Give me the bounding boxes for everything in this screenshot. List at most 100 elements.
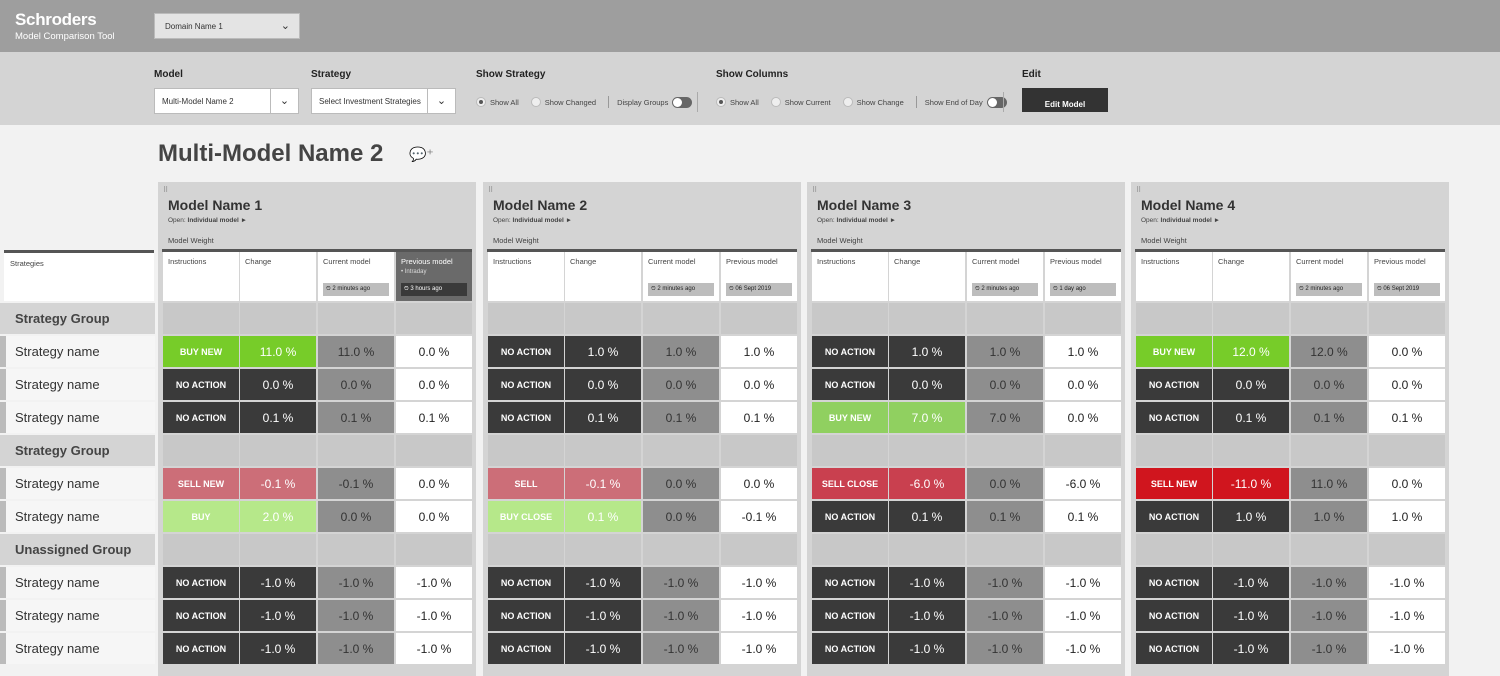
instruction-badge[interactable]: BUY — [163, 501, 239, 532]
change-value[interactable]: -11.0 % — [1213, 468, 1289, 499]
strategy-row[interactable]: Strategy name — [0, 567, 155, 598]
instruction-badge[interactable]: NO ACTION — [1136, 369, 1212, 400]
instruction-badge[interactable]: NO ACTION — [812, 369, 888, 400]
group-spacer-cell — [967, 435, 1043, 466]
drag-handle-icon[interactable]: ⠿ — [812, 187, 817, 194]
change-value[interactable]: 0.1 % — [889, 501, 965, 532]
brand-logo: Schroders — [15, 10, 97, 29]
change-value[interactable]: 1.0 % — [1213, 501, 1289, 532]
instruction-badge[interactable]: NO ACTION — [488, 369, 564, 400]
instruction-badge[interactable]: BUY CLOSE — [488, 501, 564, 532]
open-individual-model-link[interactable]: Open: Individual model ► — [817, 217, 896, 224]
change-value[interactable]: 0.1 % — [565, 501, 641, 532]
strategy-row[interactable]: Strategy name — [0, 468, 155, 499]
instruction-badge[interactable]: SELL — [488, 468, 564, 499]
change-value[interactable]: 0.1 % — [1213, 402, 1289, 433]
change-value[interactable]: -1.0 % — [889, 567, 965, 598]
change-value[interactable]: -1.0 % — [240, 567, 316, 598]
instruction-badge[interactable]: NO ACTION — [1136, 633, 1212, 664]
instruction-badge[interactable]: NO ACTION — [163, 567, 239, 598]
instruction-badge[interactable]: NO ACTION — [812, 336, 888, 367]
strategy-row[interactable]: Strategy name — [0, 600, 155, 631]
current-model-value: 7.0 % — [967, 402, 1043, 433]
change-value[interactable]: -1.0 % — [889, 633, 965, 664]
change-value[interactable]: 1.0 % — [565, 336, 641, 367]
instruction-badge[interactable]: NO ACTION — [1136, 501, 1212, 532]
instruction-badge[interactable]: NO ACTION — [812, 633, 888, 664]
instruction-badge[interactable]: NO ACTION — [1136, 402, 1212, 433]
strategy-row[interactable]: Strategy name — [0, 402, 155, 433]
change-value[interactable]: 12.0 % — [1213, 336, 1289, 367]
change-value[interactable]: 2.0 % — [240, 501, 316, 532]
change-value[interactable]: -6.0 % — [889, 468, 965, 499]
change-value[interactable]: 0.0 % — [565, 369, 641, 400]
radio-show-change[interactable] — [842, 97, 853, 107]
change-value[interactable]: -1.0 % — [565, 567, 641, 598]
drag-handle-icon[interactable]: ⠿ — [163, 187, 168, 194]
display-groups-toggle[interactable] — [672, 96, 693, 108]
group-spacer-cell — [565, 435, 641, 466]
change-value[interactable]: -1.0 % — [565, 633, 641, 664]
change-value[interactable]: -0.1 % — [240, 468, 316, 499]
change-value[interactable]: -0.1 % — [565, 468, 641, 499]
change-value[interactable]: 0.1 % — [240, 402, 316, 433]
column-header-label: Previous model — [726, 257, 778, 266]
instruction-badge[interactable]: BUY NEW — [163, 336, 239, 367]
change-value[interactable]: 0.1 % — [565, 402, 641, 433]
instruction-badge[interactable]: NO ACTION — [163, 633, 239, 664]
show-end-of-day-toggle[interactable] — [986, 96, 1007, 108]
change-value[interactable]: 0.0 % — [240, 369, 316, 400]
instruction-badge[interactable]: SELL NEW — [1136, 468, 1212, 499]
open-individual-model-link[interactable]: Open: Individual model ► — [493, 217, 572, 224]
radio-show-changed[interactable] — [530, 97, 541, 107]
change-value[interactable]: 0.0 % — [1213, 369, 1289, 400]
group-spacer-cell — [643, 435, 719, 466]
add-comment-icon[interactable]: 💬⁺ — [409, 146, 434, 162]
domain-select[interactable]: Domain Name 1 ⌄ — [154, 13, 300, 39]
current-model-value: 0.1 % — [318, 402, 394, 433]
model-select[interactable]: Multi-Model Name 2 ⌄ — [154, 88, 299, 114]
change-value[interactable]: -1.0 % — [1213, 600, 1289, 631]
instruction-badge[interactable]: NO ACTION — [1136, 567, 1212, 598]
instruction-badge[interactable]: NO ACTION — [488, 600, 564, 631]
change-value[interactable]: 1.0 % — [889, 336, 965, 367]
change-value[interactable]: -1.0 % — [240, 600, 316, 631]
drag-handle-icon[interactable]: ⠿ — [1136, 187, 1141, 194]
strategy-row[interactable]: Strategy name — [0, 369, 155, 400]
instruction-badge[interactable]: NO ACTION — [1136, 600, 1212, 631]
instruction-badge[interactable]: BUY NEW — [1136, 336, 1212, 367]
instruction-badge[interactable]: NO ACTION — [812, 501, 888, 532]
change-value[interactable]: -1.0 % — [565, 600, 641, 631]
open-individual-model-link[interactable]: Open: Individual model ► — [168, 217, 247, 224]
instruction-badge[interactable]: SELL CLOSE — [812, 468, 888, 499]
instruction-badge[interactable]: NO ACTION — [488, 633, 564, 664]
change-value[interactable]: -1.0 % — [1213, 567, 1289, 598]
strategy-row[interactable]: Strategy name — [0, 633, 155, 664]
instruction-badge[interactable]: NO ACTION — [488, 336, 564, 367]
strategy-row[interactable]: Strategy name — [0, 336, 155, 367]
open-individual-model-link[interactable]: Open: Individual model ► — [1141, 217, 1220, 224]
instruction-badge[interactable]: NO ACTION — [488, 402, 564, 433]
change-value[interactable]: 11.0 % — [240, 336, 316, 367]
radio-show-all[interactable] — [476, 97, 486, 107]
column-header-change: Change — [1213, 252, 1289, 301]
drag-handle-icon[interactable]: ⠿ — [488, 187, 493, 194]
instruction-badge[interactable]: BUY NEW — [812, 402, 888, 433]
change-value[interactable]: 7.0 % — [889, 402, 965, 433]
change-value[interactable]: -1.0 % — [889, 600, 965, 631]
instruction-badge[interactable]: NO ACTION — [812, 600, 888, 631]
instruction-badge[interactable]: NO ACTION — [488, 567, 564, 598]
radio-cols-show-all[interactable] — [716, 97, 726, 107]
strategy-row[interactable]: Strategy name — [0, 501, 155, 532]
instruction-badge[interactable]: NO ACTION — [163, 369, 239, 400]
strategy-select[interactable]: Select Investment Strategies ⌄ — [311, 88, 456, 114]
change-value[interactable]: -1.0 % — [240, 633, 316, 664]
instruction-badge[interactable]: NO ACTION — [812, 567, 888, 598]
instruction-badge[interactable]: SELL NEW — [163, 468, 239, 499]
radio-show-current[interactable] — [770, 97, 781, 107]
edit-model-button[interactable]: Edit Model — [1022, 88, 1108, 112]
instruction-badge[interactable]: NO ACTION — [163, 402, 239, 433]
instruction-badge[interactable]: NO ACTION — [163, 600, 239, 631]
change-value[interactable]: 0.0 % — [889, 369, 965, 400]
change-value[interactable]: -1.0 % — [1213, 633, 1289, 664]
